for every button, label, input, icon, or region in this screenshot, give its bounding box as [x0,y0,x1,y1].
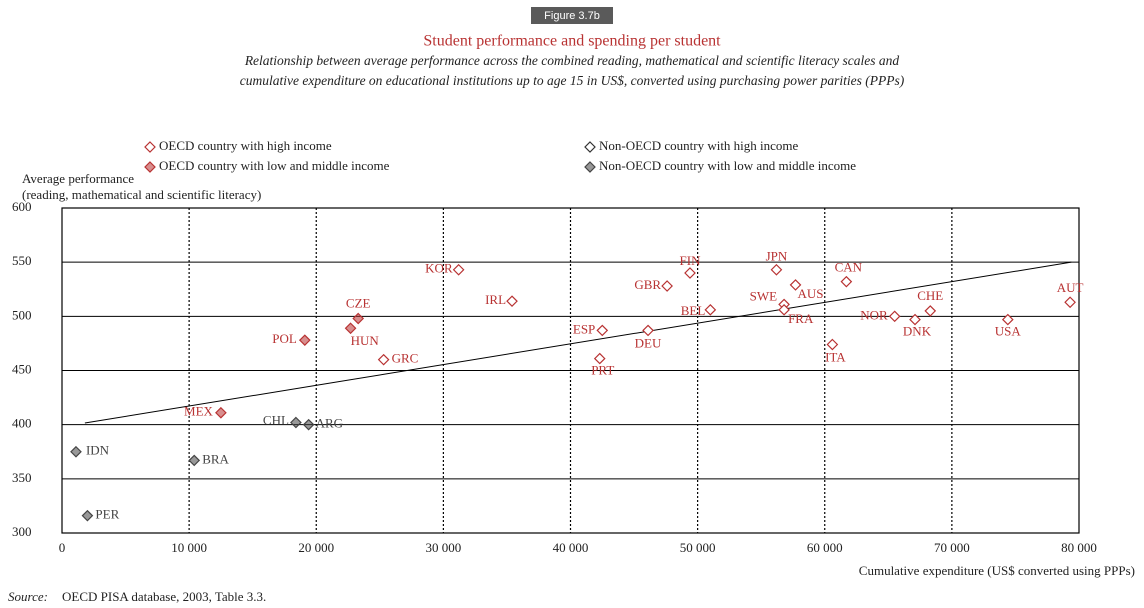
point-label: CAN [835,260,863,275]
point [770,263,783,276]
point [789,279,802,291]
point-label: FIN [680,253,702,268]
y-tick-label: 450 [12,361,32,376]
point-label: CHL [263,412,289,427]
point-label: PER [95,507,119,522]
y-tick-label: 300 [12,524,32,539]
y-tick-label: 500 [12,307,32,322]
x-tick-label: 50 000 [680,540,716,555]
figure-badge [531,7,613,24]
point-label: CZE [346,295,371,310]
point [506,295,518,308]
legend-marker [144,161,156,173]
point-label: NOR [860,307,888,322]
point [352,312,365,325]
point-label: AUS [798,286,824,301]
subtitle: cumulative expenditure on educational in… [240,73,905,88]
legend-label: Non-OECD country with low and middle inc… [599,158,856,173]
point-label: USA [995,324,1022,339]
x-tick-label: 30 000 [426,540,462,555]
point [188,454,201,467]
point [452,263,465,276]
point [924,305,937,317]
trend-line [84,261,1072,424]
point [1064,296,1076,309]
point [826,338,839,351]
legend-label: OECD country with high income [159,138,332,153]
chart-title: Student performance and spending per stu… [423,33,721,50]
source: OECD PISA database, 2003, Table 3.3. [62,589,266,604]
x-tick-label: 70 000 [934,540,970,555]
y-tick-label: 550 [12,253,32,268]
x-tick-label: 0 [59,540,66,555]
point-label: IDN [86,443,110,458]
point-label: HUN [351,333,380,348]
point [215,406,227,419]
point-label: MEX [184,404,214,419]
point [81,509,94,522]
point-label: DEU [635,335,662,350]
point [888,310,901,323]
point [704,303,717,316]
point-label: JPN [766,249,788,264]
point-label: ESP [573,321,595,336]
source-prefix: Source: [8,589,48,604]
y-axis-label: Average performance [22,171,134,186]
legend-marker [584,141,596,153]
point [290,416,302,429]
x-tick-label: 60 000 [807,540,843,555]
point-label: SWE [750,288,778,303]
subtitle: Relationship between average performance… [244,53,900,68]
legend-marker [144,141,156,153]
y-axis-label: (reading, mathematical and scientific li… [22,187,261,202]
point [298,334,311,347]
legend-label: Non-OECD country with high income [599,138,799,153]
point [596,324,609,337]
point-label: CHE [917,288,943,303]
point [70,445,82,458]
y-tick-label: 600 [12,199,32,214]
y-tick-label: 400 [12,416,32,431]
legend-label: OECD country with low and middle income [159,158,390,173]
x-tick-label: 40 000 [553,540,589,555]
point-label: AUT [1057,280,1084,295]
point [593,352,606,365]
point [909,313,921,326]
y-tick-label: 350 [12,470,32,485]
point-label: POL [272,331,297,346]
x-tick-label: 80 000 [1061,540,1097,555]
x-tick-label: 20 000 [298,540,334,555]
point-label: GRC [392,351,419,366]
point-label: PRT [591,363,614,378]
point-label: GBR [634,277,661,292]
point [642,324,654,337]
point [1001,313,1014,326]
point-label: ARG [316,416,343,431]
point-label: ITA [825,349,846,364]
point-label: IRL [485,292,506,307]
legend-marker [584,161,596,173]
point [661,280,673,292]
point-label: DNK [903,324,932,339]
point-label: KOR [425,261,453,276]
point [684,267,696,279]
point [377,353,390,366]
point [302,418,315,431]
point [344,322,357,335]
point-label: BRA [202,451,229,466]
point [840,275,853,288]
figure-label: Figure 3.7b [544,10,600,22]
x-axis-label: Cumulative expenditure (US$ converted us… [859,563,1135,578]
x-tick-label: 10 000 [171,540,207,555]
point [778,303,790,316]
point-label: FRA [788,311,814,326]
point-label: BEL [681,303,706,318]
